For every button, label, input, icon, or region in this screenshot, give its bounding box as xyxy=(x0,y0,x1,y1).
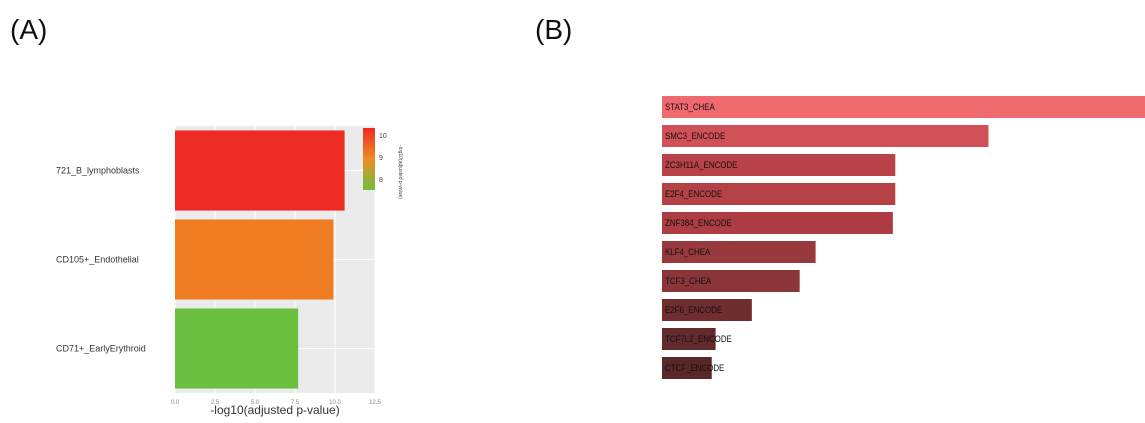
chart-a: 0.0 2.5 5.0 7.5 10.0 12.5 721_B_lymphoblasts CD… xyxy=(50,118,410,418)
bar xyxy=(175,308,299,389)
legend-tick-label: 10 xyxy=(379,133,387,140)
x-tick-label: 5.0 xyxy=(251,400,260,406)
bar-label: TCF7L2_ENCODE xyxy=(665,334,732,345)
x-tick-label: 7.5 xyxy=(291,400,300,406)
x-tick-label: 0.0 xyxy=(171,400,180,406)
chart-b-svg: STAT3_CHEA SMC3_ENCODE ZC3H11A_ENCODE E2F4_… xyxy=(662,96,1145,379)
bar xyxy=(662,212,893,234)
x-axis-title: -log10(adjusted p-value) xyxy=(210,403,339,417)
panel-label-a: (A) xyxy=(10,14,48,45)
x-tick-label: 12.5 xyxy=(369,400,381,406)
bar-label: CTCF_ENCODE xyxy=(665,363,725,374)
category-label: CD71+_EarlyErythroid xyxy=(56,344,146,354)
chart-a-svg: 0.0 2.5 5.0 7.5 10.0 12.5 721_B_lymphoblasts CD… xyxy=(56,126,403,417)
category-label: CD105+_Endothelial xyxy=(56,255,139,265)
bar xyxy=(662,96,1145,118)
bar-label: TCF3_CHEA xyxy=(665,276,711,287)
bar-label: ZNF384_ENCODE xyxy=(665,218,732,229)
chart-b: STAT3_CHEA SMC3_ENCODE ZC3H11A_ENCODE E2F4_… xyxy=(660,88,1145,388)
bar xyxy=(662,328,716,350)
bar xyxy=(662,241,816,263)
legend-tick-label: 8 xyxy=(379,177,383,184)
bar-label: KLF4_CHEA xyxy=(665,247,711,258)
panel-label-b: (B) xyxy=(535,14,573,45)
bar xyxy=(662,357,712,379)
bar xyxy=(175,130,345,211)
legend-title: -log10(adjusted p-value) xyxy=(397,145,403,199)
bar xyxy=(662,183,896,205)
x-tick-label: 10.0 xyxy=(329,400,341,406)
legend-tick-label: 9 xyxy=(379,155,383,162)
x-tick-label: 2.5 xyxy=(211,400,220,406)
bar-label: ZC3H11A_ENCODE xyxy=(665,160,738,171)
category-label: 721_B_lymphoblasts xyxy=(56,166,140,176)
bar xyxy=(662,154,896,176)
bar xyxy=(662,125,989,147)
bar-label: E2F4_ENCODE xyxy=(665,189,722,200)
bar-label: STAT3_CHEA xyxy=(665,102,715,113)
bar-label: E2F6_ENCODE xyxy=(665,305,722,316)
bar-label: SMC3_ENCODE xyxy=(665,131,726,142)
bar xyxy=(175,219,334,300)
legend-colorbar xyxy=(363,128,375,190)
bar xyxy=(662,299,752,321)
bar xyxy=(662,270,800,292)
